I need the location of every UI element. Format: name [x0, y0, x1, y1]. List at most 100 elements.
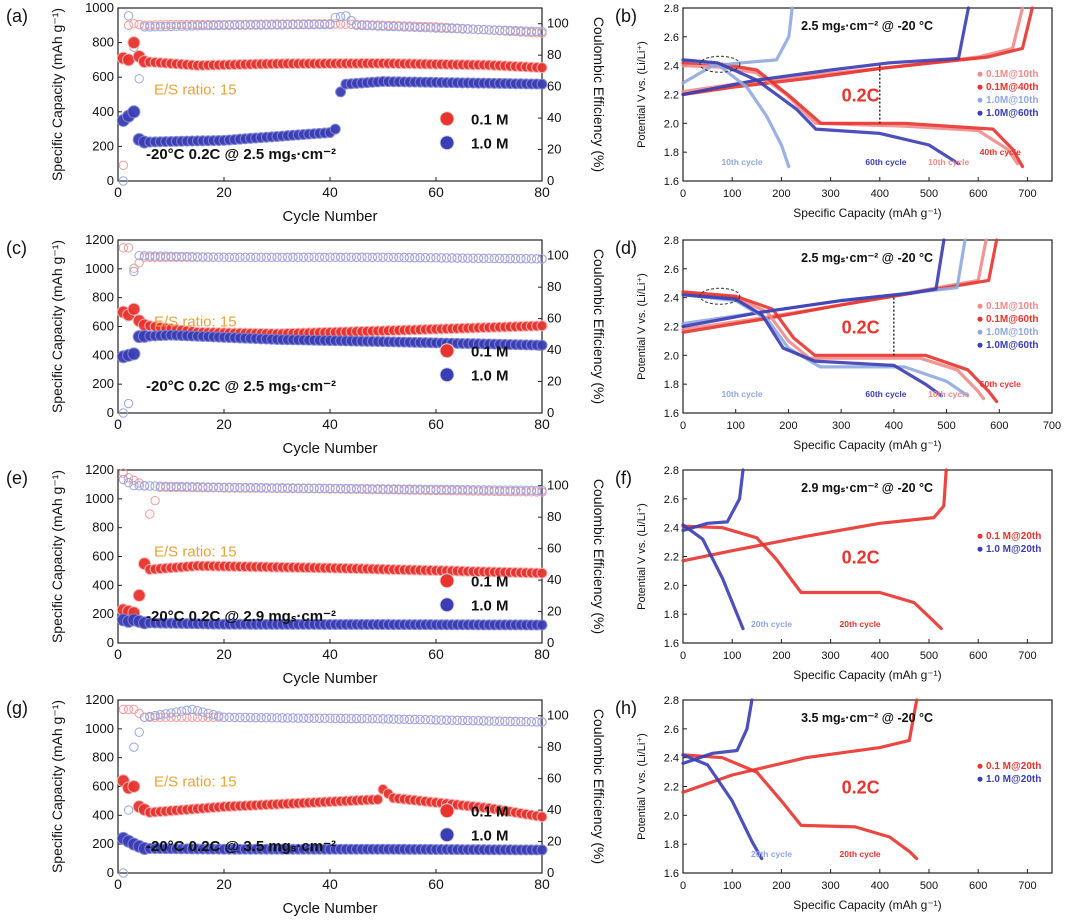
ce-point	[166, 712, 176, 722]
panel-title: 3.5 mgₛ·cm⁻² @ -20 °C	[801, 711, 933, 725]
ce-point	[484, 716, 494, 726]
x-tick-label: 600	[969, 188, 987, 200]
capacity-point	[536, 320, 548, 332]
y-tick-label: 800	[92, 520, 114, 535]
legend-label: 0.1M@10th	[986, 301, 1039, 312]
ce-point	[516, 253, 526, 264]
legend-label: 0.1 M@20th	[986, 761, 1041, 772]
ce-point	[378, 484, 388, 494]
ce-point	[224, 482, 235, 493]
es-ratio-annotation: E/S ratio: 15	[154, 82, 237, 99]
ce-point	[150, 251, 160, 261]
legend-marker	[977, 84, 983, 90]
ce-point	[145, 22, 155, 32]
ce-point	[452, 484, 462, 495]
ce-point	[526, 717, 537, 727]
capacity-point	[127, 780, 141, 793]
voltage-curve	[681, 58, 961, 166]
ce-point	[457, 24, 468, 34]
x-tick-label: 20	[216, 876, 232, 892]
x-tick-label: 600	[969, 880, 987, 892]
legend-label: 0.1 M	[471, 112, 509, 129]
ce-point	[134, 251, 144, 261]
ce-point	[521, 717, 531, 727]
x-tick-label: 500	[920, 188, 938, 200]
ce-point	[320, 19, 330, 30]
x-tick-label: 0	[680, 420, 686, 432]
voltage-curve	[681, 468, 745, 533]
ce-point	[118, 160, 129, 170]
y-tick-label: 2.6	[664, 264, 679, 276]
ce-point	[383, 484, 393, 494]
y2-tick-label: 0	[547, 635, 554, 650]
rate-label: 0.2C	[842, 547, 880, 567]
x-tick-label: 0	[114, 876, 122, 892]
ce-point	[537, 254, 547, 264]
legend-label: 0.1 M@20th	[986, 531, 1041, 542]
ce-point	[314, 19, 325, 30]
y2-axis-label: Coulombic Efficiency (%)	[591, 709, 607, 864]
ce-point	[447, 715, 457, 725]
y-tick-label: 200	[92, 836, 114, 851]
ce-point	[505, 716, 515, 727]
capacity-point	[127, 347, 141, 361]
ce-point	[526, 485, 537, 496]
ce-point	[431, 253, 441, 263]
legend-label: 1.0M@10th	[986, 327, 1039, 338]
x-tick-label: 0	[114, 646, 122, 662]
legend-marker	[977, 110, 983, 116]
condition-annotation: -20°C 0.2C @ 3.5 mgₛ·cm⁻²	[146, 838, 336, 855]
y-tick-label: 200	[92, 376, 114, 391]
ce-point	[383, 21, 393, 32]
x-tick-label: 700	[1043, 420, 1061, 432]
ce-point	[155, 709, 166, 720]
ce-point	[346, 252, 356, 262]
x-tick-label: 200	[779, 420, 797, 432]
ce-point	[134, 74, 144, 84]
ce-point	[378, 252, 388, 262]
ce-point	[245, 712, 256, 723]
ce-point	[118, 474, 129, 485]
ce-point	[229, 252, 240, 262]
ce-point	[277, 20, 287, 30]
legend-label: 0.1M@40th	[986, 82, 1039, 93]
legend-label: 1.0M@10th	[986, 95, 1039, 106]
ce-point	[346, 483, 356, 494]
y2-tick-label: 40	[547, 342, 561, 357]
ce-point	[240, 482, 250, 493]
y-tick-label: 400	[92, 104, 114, 119]
ce-point	[341, 483, 351, 494]
ce-point	[272, 713, 282, 723]
ce-point	[261, 252, 272, 262]
ce-point	[341, 252, 351, 262]
ce-point	[410, 484, 420, 494]
ce-point	[208, 482, 219, 492]
ce-point	[134, 481, 144, 491]
ce-point	[394, 484, 404, 494]
y2-axis-label: Coulombic Efficiency (%)	[591, 249, 607, 404]
panel-d: 0 100 200 300 400 500 600 700 1.6 1.8 2.0 2.2 2.4 2.6…	[615, 235, 1061, 452]
legend-label: 0.1 M	[471, 804, 509, 821]
x-tick-label: 500	[920, 880, 938, 892]
cycle-annotation: 20th cycle	[840, 619, 881, 629]
ce-point	[500, 485, 510, 495]
legend-label: 1.0 M	[471, 136, 509, 153]
ce-point	[123, 243, 134, 253]
ce-point	[330, 713, 340, 724]
ce-point	[208, 20, 219, 31]
ce-point	[468, 24, 478, 34]
ce-point	[282, 252, 293, 262]
ce-point	[373, 252, 383, 262]
ce-point	[129, 475, 139, 486]
legend-label: 1.0 M	[471, 828, 509, 845]
ce-point	[118, 468, 129, 478]
voltage-curve	[681, 753, 764, 861]
legend-label: 0.1 M	[471, 574, 509, 591]
x-tick-label: 80	[534, 184, 550, 200]
legend-label: 1.0 M@20th	[986, 544, 1041, 555]
ce-point	[452, 253, 462, 263]
ce-point	[415, 22, 425, 33]
x-axis-label: Specific Capacity (mAh g⁻¹)	[793, 898, 941, 912]
x-tick-label: 20	[216, 416, 232, 432]
capacity-point	[329, 123, 341, 135]
